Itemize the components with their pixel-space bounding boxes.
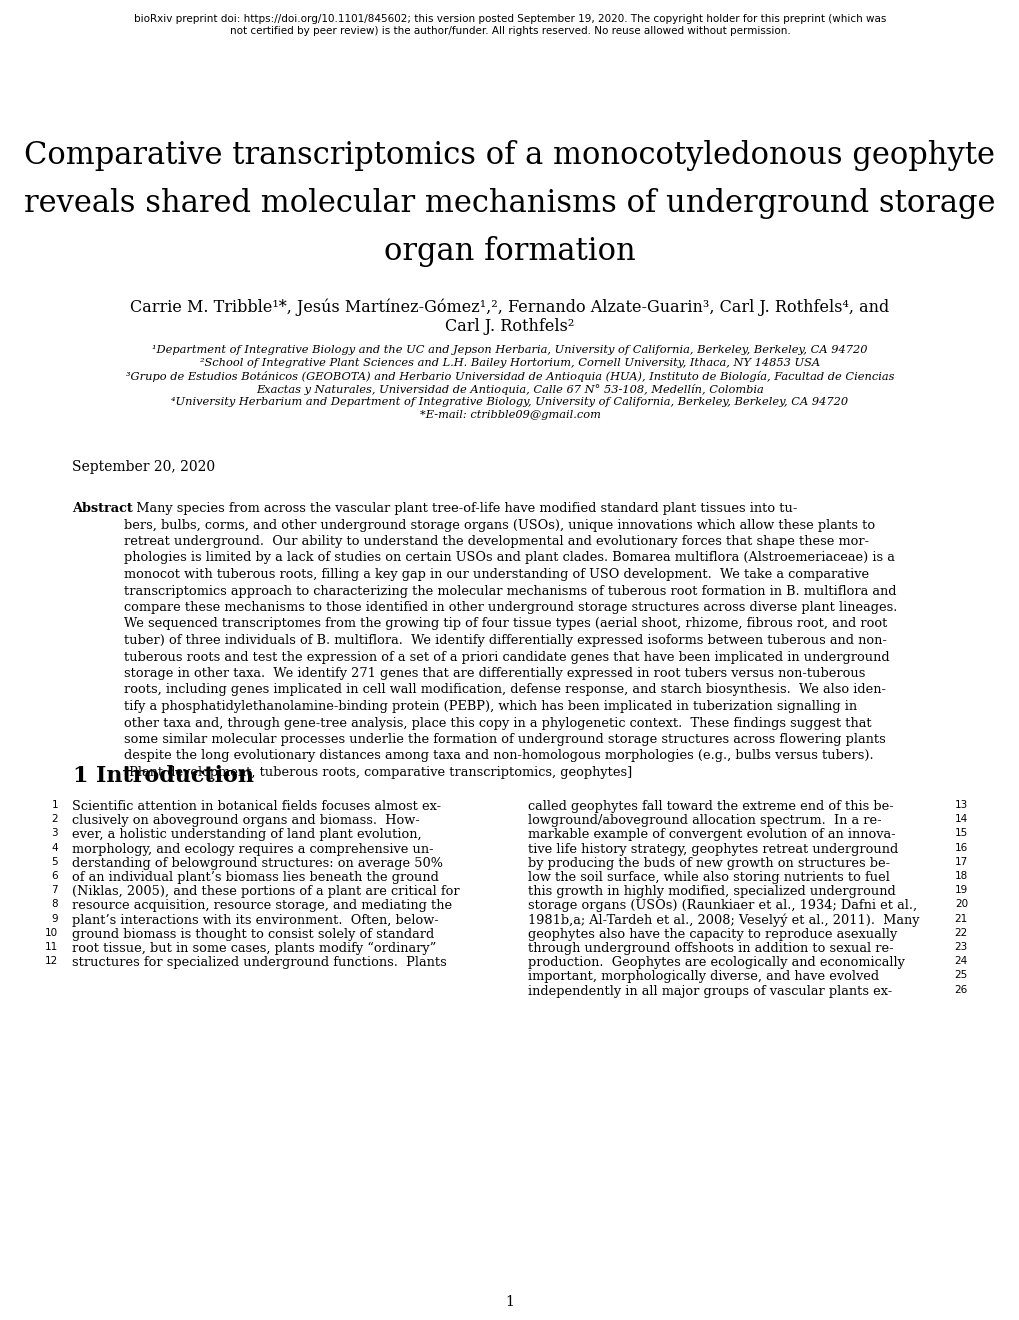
- Text: low the soil surface, while also storing nutrients to fuel: low the soil surface, while also storing…: [528, 871, 889, 884]
- Text: 18: 18: [954, 871, 967, 880]
- Text: 5: 5: [51, 857, 58, 867]
- Text: by producing the buds of new growth on structures be-: by producing the buds of new growth on s…: [528, 857, 890, 870]
- Text: organ formation: organ formation: [384, 236, 635, 267]
- Text: 10: 10: [45, 928, 58, 937]
- Text: plant’s interactions with its environment.  Often, below-: plant’s interactions with its environmen…: [72, 913, 438, 927]
- Text: 9: 9: [51, 913, 58, 924]
- Text: 22: 22: [954, 928, 967, 937]
- Text: Exactas y Naturales, Universidad de Antioquia, Calle 67 N° 53-108, Medellín, Col: Exactas y Naturales, Universidad de Anti…: [256, 384, 763, 395]
- Text: Scientific attention in botanical fields focuses almost ex-: Scientific attention in botanical fields…: [72, 800, 440, 813]
- Text: 25: 25: [954, 970, 967, 981]
- Text: ¹Department of Integrative Biology and the UC and Jepson Herbaria, University of: ¹Department of Integrative Biology and t…: [152, 345, 867, 355]
- Text: ground biomass is thought to consist solely of standard: ground biomass is thought to consist sol…: [72, 928, 434, 941]
- Text: Comparative transcriptomics of a monocotyledonous geophyte: Comparative transcriptomics of a monocot…: [24, 140, 995, 172]
- Text: reveals shared molecular mechanisms of underground storage: reveals shared molecular mechanisms of u…: [24, 187, 995, 219]
- Text: through underground offshoots in addition to sexual re-: through underground offshoots in additio…: [528, 942, 893, 954]
- Text: 20: 20: [954, 899, 967, 909]
- Text: 2: 2: [51, 814, 58, 824]
- Text: 26: 26: [954, 985, 967, 994]
- Text: independently in all major groups of vascular plants ex-: independently in all major groups of vas…: [528, 985, 892, 998]
- Text: 17: 17: [954, 857, 967, 867]
- Text: Introduction: Introduction: [96, 766, 254, 787]
- Text: 21: 21: [954, 913, 967, 924]
- Text: 8: 8: [51, 899, 58, 909]
- Text: 14: 14: [954, 814, 967, 824]
- Text: 23: 23: [954, 942, 967, 952]
- Text: 1: 1: [505, 1295, 514, 1309]
- Text: 16: 16: [954, 842, 967, 853]
- Text: Carl J. Rothfels²: Carl J. Rothfels²: [445, 318, 574, 335]
- Text: ³Grupo de Estudios Botánicos (GEOBOTA) and Herbario Universidad de Antioquia (HU: ³Grupo de Estudios Botánicos (GEOBOTA) a…: [125, 371, 894, 381]
- Text: Carrie M. Tribble¹*, Jesús Martínez-Gómez¹,², Fernando Alzate-Guarin³, Carl J. R: Carrie M. Tribble¹*, Jesús Martínez-Góme…: [130, 298, 889, 315]
- Text: geophytes also have the capacity to reproduce asexually: geophytes also have the capacity to repr…: [528, 928, 897, 941]
- Text: morphology, and ecology requires a comprehensive un-: morphology, and ecology requires a compr…: [72, 842, 433, 855]
- Text: (Niklas, 2005), and these portions of a plant are critical for: (Niklas, 2005), and these portions of a …: [72, 886, 460, 898]
- Text: 24: 24: [954, 956, 967, 966]
- Text: 1: 1: [51, 800, 58, 810]
- Text: clusively on aboveground organs and biomass.  How-: clusively on aboveground organs and biom…: [72, 814, 420, 828]
- Text: tive life history strategy, geophytes retreat underground: tive life history strategy, geophytes re…: [528, 842, 898, 855]
- Text: not certified by peer review) is the author/funder. All rights reserved. No reus: not certified by peer review) is the aut…: [229, 26, 790, 36]
- Text: this growth in highly modified, specialized underground: this growth in highly modified, speciali…: [528, 886, 895, 898]
- Text: derstanding of belowground structures: on average 50%: derstanding of belowground structures: o…: [72, 857, 442, 870]
- Text: of an individual plant’s biomass lies beneath the ground: of an individual plant’s biomass lies be…: [72, 871, 438, 884]
- Text: 1981b,a; Al-Tardeh et al., 2008; Veselyý et al., 2011).  Many: 1981b,a; Al-Tardeh et al., 2008; Veselyý…: [528, 913, 918, 927]
- Text: called geophytes fall toward the extreme end of this be-: called geophytes fall toward the extreme…: [528, 800, 893, 813]
- Text: ²School of Integrative Plant Sciences and L.H. Bailey Hortorium, Cornell Univers: ²School of Integrative Plant Sciences an…: [200, 358, 819, 368]
- Text: 6: 6: [51, 871, 58, 880]
- Text: lowground/aboveground allocation spectrum.  In a re-: lowground/aboveground allocation spectru…: [528, 814, 880, 828]
- Text: important, morphologically diverse, and have evolved: important, morphologically diverse, and …: [528, 970, 878, 983]
- Text: Many species from across the vascular plant tree-of-life have modified standard : Many species from across the vascular pl…: [124, 502, 897, 779]
- Text: 3: 3: [51, 829, 58, 838]
- Text: root tissue, but in some cases, plants modify “ordinary”: root tissue, but in some cases, plants m…: [72, 942, 436, 956]
- Text: 7: 7: [51, 886, 58, 895]
- Text: September 20, 2020: September 20, 2020: [72, 459, 215, 474]
- Text: 19: 19: [954, 886, 967, 895]
- Text: resource acquisition, resource storage, and mediating the: resource acquisition, resource storage, …: [72, 899, 451, 912]
- Text: 4: 4: [51, 842, 58, 853]
- Text: ⁴University Herbarium and Department of Integrative Biology, University of Calif: ⁴University Herbarium and Department of …: [171, 397, 848, 407]
- Text: production.  Geophytes are ecologically and economically: production. Geophytes are ecologically a…: [528, 956, 904, 969]
- Text: markable example of convergent evolution of an innova-: markable example of convergent evolution…: [528, 829, 895, 841]
- Text: bioRxiv preprint doi: https://doi.org/10.1101/845602; this version posted Septem: bioRxiv preprint doi: https://doi.org/10…: [133, 15, 886, 24]
- Text: Abstract: Abstract: [72, 502, 132, 515]
- Text: storage organs (USOs) (Raunkiaer et al., 1934; Dafni et al.,: storage organs (USOs) (Raunkiaer et al.,…: [528, 899, 916, 912]
- Text: 1: 1: [72, 766, 88, 787]
- Text: structures for specialized underground functions.  Plants: structures for specialized underground f…: [72, 956, 446, 969]
- Text: 15: 15: [954, 829, 967, 838]
- Text: 11: 11: [45, 942, 58, 952]
- Text: 12: 12: [45, 956, 58, 966]
- Text: 13: 13: [954, 800, 967, 810]
- Text: *E-mail: ctribble09@gmail.com: *E-mail: ctribble09@gmail.com: [419, 411, 600, 420]
- Text: ever, a holistic understanding of land plant evolution,: ever, a holistic understanding of land p…: [72, 829, 421, 841]
